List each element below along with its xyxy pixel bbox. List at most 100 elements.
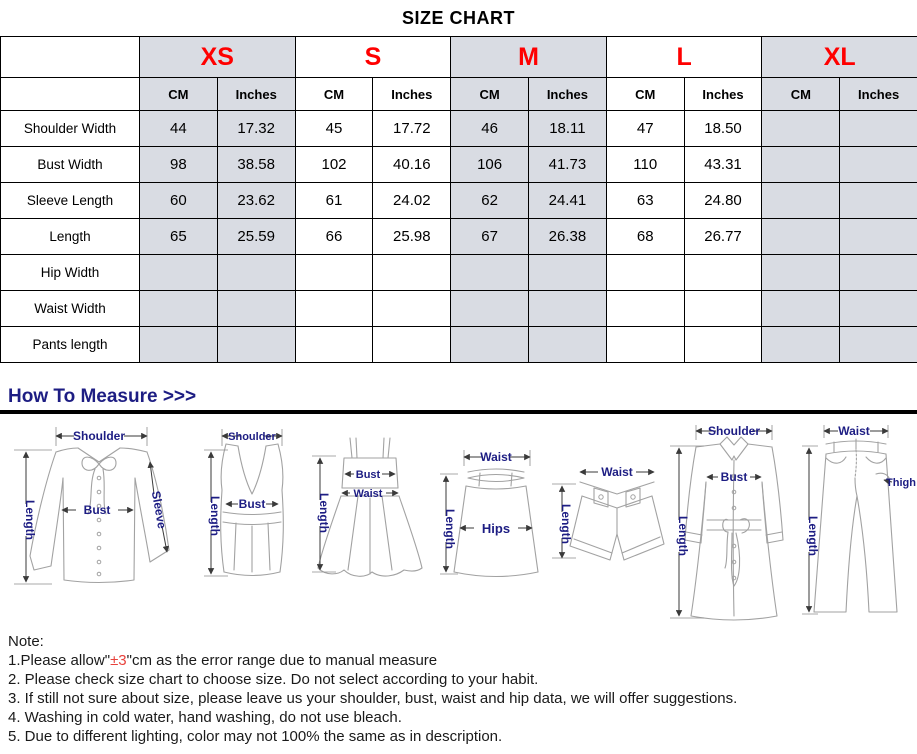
cell — [839, 146, 917, 183]
cell: 47 — [605, 110, 685, 147]
coat-length-label: Length — [676, 516, 690, 556]
size-header-row: XS S M L XL — [0, 36, 917, 78]
note1-prefix: 1.Please allow" — [8, 652, 111, 669]
cell — [139, 290, 218, 327]
cell — [839, 110, 917, 147]
vest-outline — [220, 443, 284, 577]
cell — [839, 326, 917, 363]
cell — [761, 326, 841, 363]
cell: 17.72 — [372, 110, 452, 147]
note-line-1: 1.Please allow"±3"cm as the error range … — [8, 651, 917, 670]
blouse-measure-arrows — [14, 427, 170, 585]
measure-diagrams: Shoulder Length Bust Sleeve Shoulder Len… — [0, 414, 917, 626]
cell: 40.16 — [372, 146, 452, 183]
table-row: Sleeve Length 60 23.62 61 24.02 62 24.41 63 24.8… — [0, 182, 917, 219]
cell — [528, 290, 607, 327]
cell — [839, 290, 917, 327]
coat-outline — [684, 436, 784, 621]
unit-header: Inches — [216, 77, 296, 111]
size-table: XS S M L XL CM Inches CM Inches CM Inche… — [0, 36, 917, 363]
cell: 18.11 — [528, 110, 607, 147]
cell: 18.50 — [683, 110, 763, 147]
pants-thigh-label: Thigh — [886, 477, 916, 489]
note-line-5: 5. Due to different lighting, color may … — [8, 728, 503, 745]
dress-outline — [317, 437, 423, 577]
cell: 62 — [450, 182, 529, 219]
row-label: Sleeve Length — [0, 182, 140, 219]
cell: 102 — [294, 146, 374, 183]
cell: 61 — [294, 182, 374, 219]
blouse-bust-label: Bust — [84, 503, 111, 517]
blouse-sleeve-label: Sleeve — [149, 490, 169, 530]
table-row: Waist Width — [0, 290, 917, 327]
cell: 38.58 — [216, 146, 296, 183]
cell: 24.80 — [683, 182, 763, 219]
coat-shoulder-label: Shoulder — [708, 424, 760, 438]
cell — [372, 290, 452, 327]
cell — [139, 326, 218, 363]
cell: 24.02 — [372, 182, 452, 219]
coat-diagram: Shoulder Bust Length — [670, 424, 784, 621]
blouse-shoulder-label: Shoulder — [73, 429, 125, 443]
cell — [139, 254, 218, 291]
vest-shoulder-label: Shoulder — [228, 431, 276, 443]
unit-header-row: CM Inches CM Inches CM Inches CM Inches … — [0, 77, 917, 111]
cell — [216, 254, 296, 291]
skirt-waist-label: Waist — [480, 450, 512, 464]
cell — [761, 110, 841, 147]
row-label: Hip Width — [0, 254, 140, 291]
cell: 46 — [450, 110, 529, 147]
cell: 66 — [294, 218, 374, 255]
pants-diagram: Waist Thigh Length — [802, 424, 916, 615]
unit-header: CM — [294, 77, 374, 111]
unit-header: CM — [605, 77, 685, 111]
cell — [372, 326, 452, 363]
coat-bust-label: Bust — [721, 470, 748, 484]
cell: 25.59 — [216, 218, 296, 255]
skirt-hips-label: Hips — [482, 521, 510, 536]
cell: 26.38 — [528, 218, 607, 255]
row-label: Pants length — [0, 326, 140, 363]
notes-section: Note: 1.Please allow"±3"cm as the error … — [8, 632, 917, 746]
cell — [216, 290, 296, 327]
cell — [216, 326, 296, 363]
cell: 110 — [605, 146, 685, 183]
unit-header: CM — [139, 77, 218, 111]
cell — [839, 254, 917, 291]
cell — [294, 326, 374, 363]
cell — [761, 218, 841, 255]
unit-header: Inches — [839, 77, 917, 111]
row-label: Shoulder Width — [0, 110, 140, 147]
cell — [294, 290, 374, 327]
size-header-l: L — [605, 36, 763, 78]
note-line-4: 4. Washing in cold water, hand washing, … — [8, 709, 402, 726]
cell — [761, 290, 841, 327]
unit-header: Inches — [372, 77, 452, 111]
blouse-length-label: Length — [23, 500, 37, 540]
skirt-length-label: Length — [443, 509, 457, 549]
note-line-2: 2. Please check size chart to choose siz… — [8, 671, 539, 688]
cell: 23.62 — [216, 182, 296, 219]
cell — [528, 254, 607, 291]
notes-heading: Note: — [8, 633, 44, 650]
cell — [683, 254, 763, 291]
dress-bust-label: Bust — [356, 469, 381, 481]
cell — [683, 326, 763, 363]
cell — [761, 146, 841, 183]
cell: 24.41 — [528, 182, 607, 219]
vest-bust-label: Bust — [239, 497, 266, 511]
page-title: SIZE CHART — [402, 7, 515, 28]
cell — [528, 326, 607, 363]
divider-line — [0, 410, 917, 414]
pants-waist-label: Waist — [838, 424, 870, 438]
dress-waist-label: Waist — [354, 488, 383, 500]
cell — [605, 290, 685, 327]
shorts-outline — [569, 481, 665, 561]
size-header-xs: XS — [139, 36, 296, 78]
cell — [761, 254, 841, 291]
skirt-measure-arrows — [440, 450, 533, 575]
table-row: Length 65 25.59 66 25.98 67 26.38 68 26.77 — [0, 218, 917, 255]
cell: 67 — [450, 218, 529, 255]
how-to-measure-heading: How To Measure >>> — [8, 386, 197, 407]
cell — [839, 218, 917, 255]
